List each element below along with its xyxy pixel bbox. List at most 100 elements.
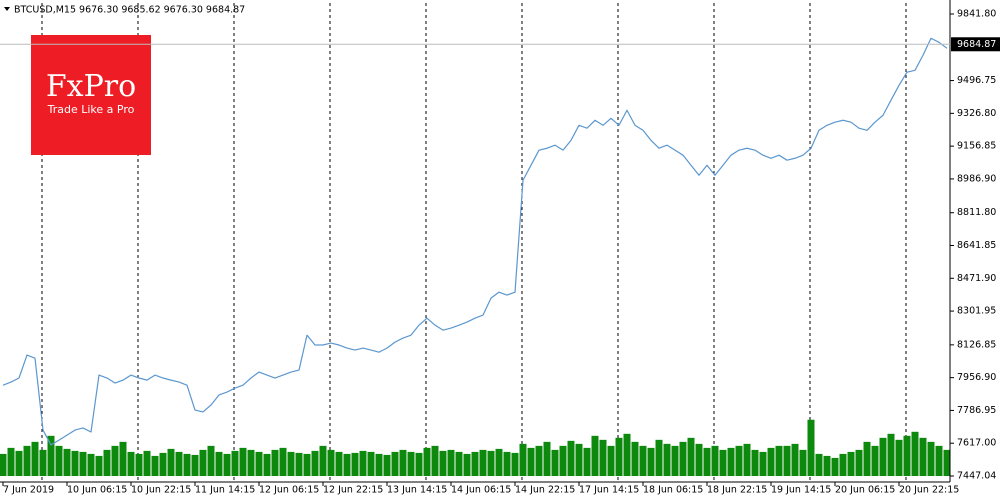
y-tick-label: 9156.85 [957, 141, 996, 152]
current-price-label: 9684.87 [957, 39, 996, 50]
price-layer [2, 37, 948, 446]
volume-bar [783, 445, 791, 476]
volume-bar [303, 453, 311, 476]
logo-box [31, 35, 151, 155]
volume-bar [55, 445, 63, 476]
volume-bar [231, 450, 239, 476]
volume-bar [487, 450, 495, 476]
volume-bar [599, 439, 607, 476]
volume-bar [519, 443, 527, 476]
volume-bar [711, 445, 719, 476]
volume-bar [391, 451, 399, 476]
volume-bar [871, 445, 879, 476]
volume-bar [215, 451, 223, 476]
volume-bar [183, 453, 191, 476]
volume-bar [759, 451, 767, 476]
volume-bar [247, 449, 255, 476]
volume-bar [263, 453, 271, 476]
volume-bar [735, 445, 743, 476]
volume-bar [423, 447, 431, 476]
volume-bar [903, 435, 911, 476]
volume-bar [279, 447, 287, 476]
volume-bar [399, 449, 407, 476]
logo: FxPro Trade Like a Pro [31, 35, 151, 155]
volume-bar [743, 443, 751, 476]
volume-bar [719, 449, 727, 476]
x-tick-label: 20 Jun 22:15 [899, 485, 959, 496]
x-tick-label: 19 Jun 14:15 [771, 485, 831, 496]
x-tick-label: 11 Jun 14:15 [195, 485, 255, 496]
volume-bar [47, 435, 55, 476]
volume-bar [135, 453, 143, 476]
y-tick-label: 7956.90 [957, 372, 996, 383]
y-tick-label: 7447.04 [957, 471, 996, 482]
logo-tagline: Trade Like a Pro [47, 103, 135, 116]
volume-bar [71, 450, 79, 476]
volume-bar [647, 447, 655, 476]
volume-bar [839, 453, 847, 476]
volume-bar [319, 445, 327, 476]
volume-bar [631, 441, 639, 476]
volume-bar [887, 433, 895, 476]
volume-bar [471, 451, 479, 476]
volume-bar [343, 453, 351, 476]
volume-bar [431, 445, 439, 476]
volume-bar [831, 457, 839, 476]
volume-bar [895, 439, 903, 476]
volume-bar [95, 455, 103, 476]
volume-bar [607, 445, 615, 476]
y-tick-label: 7617.00 [957, 438, 996, 449]
volume-bar [911, 431, 919, 476]
x-tick-label: 12 Jun 06:15 [259, 485, 319, 496]
x-tick-label: 18 Jun 22:15 [707, 485, 767, 496]
volume-bar [407, 451, 415, 476]
x-tick-label: 7 Jun 2019 [3, 485, 54, 496]
volume-bar [479, 449, 487, 476]
volume-bar [935, 445, 943, 476]
volume-bar [791, 443, 799, 476]
volume-bar [799, 449, 807, 476]
volume-bar [7, 447, 15, 476]
x-tick-label: 17 Jun 14:15 [579, 485, 639, 496]
volume-bar [623, 433, 631, 476]
y-tick-label: 8811.80 [957, 207, 996, 218]
volume-bar [671, 445, 679, 476]
volume-bar [239, 447, 247, 476]
y-tick-label: 9496.75 [957, 75, 996, 86]
volume-bar [815, 453, 823, 476]
volume-bar [287, 451, 295, 476]
volume-bar [575, 443, 583, 476]
volume-bar [695, 443, 703, 476]
volume-bar [367, 451, 375, 476]
volume-bar [879, 437, 887, 476]
volume-bar [439, 450, 447, 476]
volume-bar [687, 437, 695, 476]
volume-bar [447, 449, 455, 476]
volume-bar [359, 450, 367, 476]
volume-bar [663, 443, 671, 476]
volume-bar [79, 451, 87, 476]
y-tick-label: 9326.80 [957, 108, 996, 119]
volume-bar [807, 419, 815, 476]
y-tick-label: 8641.85 [957, 240, 996, 251]
volume-bar [375, 453, 383, 476]
volume-bar [191, 454, 199, 476]
volume-bar [295, 452, 303, 476]
volume-bar [727, 447, 735, 476]
volume-bar [583, 447, 591, 476]
volume-bar [415, 452, 423, 476]
volume-bar [615, 437, 623, 476]
volume-bar [311, 450, 319, 476]
volume-bar [199, 449, 207, 476]
y-tick-label: 8471.90 [957, 273, 996, 284]
volume-bar [639, 445, 647, 476]
volume-bar [255, 451, 263, 476]
y-tick-label: 8126.85 [957, 339, 996, 350]
x-tick-label: 12 Jun 22:15 [323, 485, 383, 496]
volume-bar [87, 453, 95, 476]
x-tick-label: 13 Jun 14:15 [387, 485, 447, 496]
x-tick-label: 14 Jun 22:15 [515, 485, 575, 496]
volume-bar [751, 449, 759, 476]
